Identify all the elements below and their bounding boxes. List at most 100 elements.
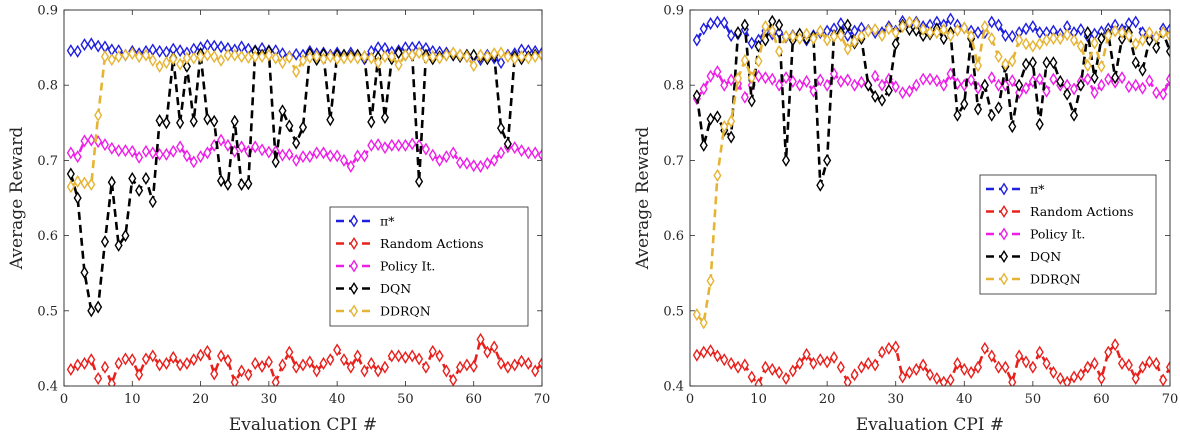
data-point <box>871 358 880 372</box>
legend-swatch-marker <box>349 236 359 251</box>
x-tick-label: 70 <box>534 392 551 407</box>
data-point <box>394 138 403 152</box>
data-point <box>932 371 941 386</box>
x-tick-label: 0 <box>60 392 68 407</box>
data-point <box>374 56 383 70</box>
data-point <box>1152 86 1161 100</box>
data-point <box>912 23 921 37</box>
data-point <box>66 167 75 181</box>
legend-swatch-marker <box>349 214 359 228</box>
data-point <box>319 52 328 66</box>
data-point <box>94 108 103 122</box>
data-point <box>1069 82 1079 96</box>
data-point <box>237 50 246 64</box>
data-point <box>210 114 219 128</box>
data-point <box>257 359 267 373</box>
legend-label: π* <box>1030 182 1045 197</box>
data-point <box>1145 26 1154 40</box>
data-point <box>1021 37 1031 51</box>
data-point <box>189 51 198 65</box>
data-point <box>531 364 540 378</box>
data-point <box>1049 32 1058 46</box>
data-point <box>292 47 301 61</box>
data-point <box>953 23 962 37</box>
data-point <box>462 50 471 64</box>
y-tick-label: 0.8 <box>37 79 58 94</box>
data-point <box>1015 349 1024 363</box>
series-line <box>70 335 542 386</box>
y-tick-label: 0.9 <box>37 4 58 19</box>
data-point <box>795 356 804 370</box>
data-point <box>905 23 914 37</box>
left-chart: 0 10 20 30 40 50 60 70 0.4 0.5 0.6 0.7 0.8 0.9 Evaluat… <box>7 4 550 436</box>
data-point <box>1165 29 1170 43</box>
data-point <box>203 48 212 62</box>
legend-label: Policy It. <box>1030 227 1085 242</box>
data-point <box>1049 365 1058 379</box>
legend-item: Random Actions <box>336 236 484 251</box>
data-point <box>733 360 743 374</box>
data-point <box>1028 20 1037 34</box>
data-point <box>692 308 701 322</box>
data-point <box>905 84 914 98</box>
data-point <box>781 71 791 85</box>
data-point <box>264 145 273 159</box>
data-point <box>925 72 935 86</box>
data-point <box>510 358 519 372</box>
data-point <box>1138 33 1147 47</box>
legend-item: Random Actions <box>986 204 1134 219</box>
data-point <box>155 358 164 372</box>
data-point <box>864 78 873 92</box>
data-point <box>1117 71 1127 85</box>
data-point <box>114 50 123 64</box>
data-point <box>871 89 880 104</box>
data-point <box>360 149 369 163</box>
data-point <box>189 114 198 128</box>
data-point <box>960 21 969 35</box>
data-point <box>346 159 355 173</box>
legend-label: DDRQN <box>380 304 431 319</box>
data-point <box>203 146 212 160</box>
data-point <box>1111 338 1120 352</box>
data-point <box>877 93 887 107</box>
data-point <box>775 44 784 58</box>
data-point <box>469 359 478 373</box>
data-point <box>449 373 458 386</box>
data-point <box>932 74 941 88</box>
data-point <box>967 365 976 379</box>
data-point <box>898 86 907 100</box>
data-point <box>850 78 859 92</box>
data-point <box>1124 29 1133 43</box>
data-point <box>877 78 887 92</box>
x-axis-label: Evaluation CPI # <box>229 415 377 435</box>
data-point <box>802 74 811 88</box>
data-point <box>973 59 983 73</box>
data-point <box>107 175 116 189</box>
data-point <box>1104 345 1113 359</box>
data-point <box>442 48 451 62</box>
data-point <box>490 340 499 354</box>
data-point <box>1097 59 1106 73</box>
data-point <box>747 36 756 50</box>
data-point <box>775 365 784 379</box>
data-point <box>761 360 770 374</box>
data-point <box>237 364 246 378</box>
data-point <box>394 349 403 363</box>
data-point <box>781 371 791 386</box>
data-point <box>1008 120 1017 134</box>
data-point <box>135 368 144 382</box>
data-point <box>912 17 921 31</box>
data-point <box>788 29 797 43</box>
data-point <box>802 347 811 361</box>
legend-swatch-marker <box>349 259 359 273</box>
data-point <box>973 360 983 374</box>
data-point <box>980 78 989 92</box>
data-point <box>121 229 130 243</box>
data-point <box>967 73 976 87</box>
data-point <box>699 82 708 96</box>
data-point <box>298 53 308 67</box>
data-point <box>994 101 1003 115</box>
data-point <box>517 50 526 64</box>
data-point <box>809 32 818 46</box>
